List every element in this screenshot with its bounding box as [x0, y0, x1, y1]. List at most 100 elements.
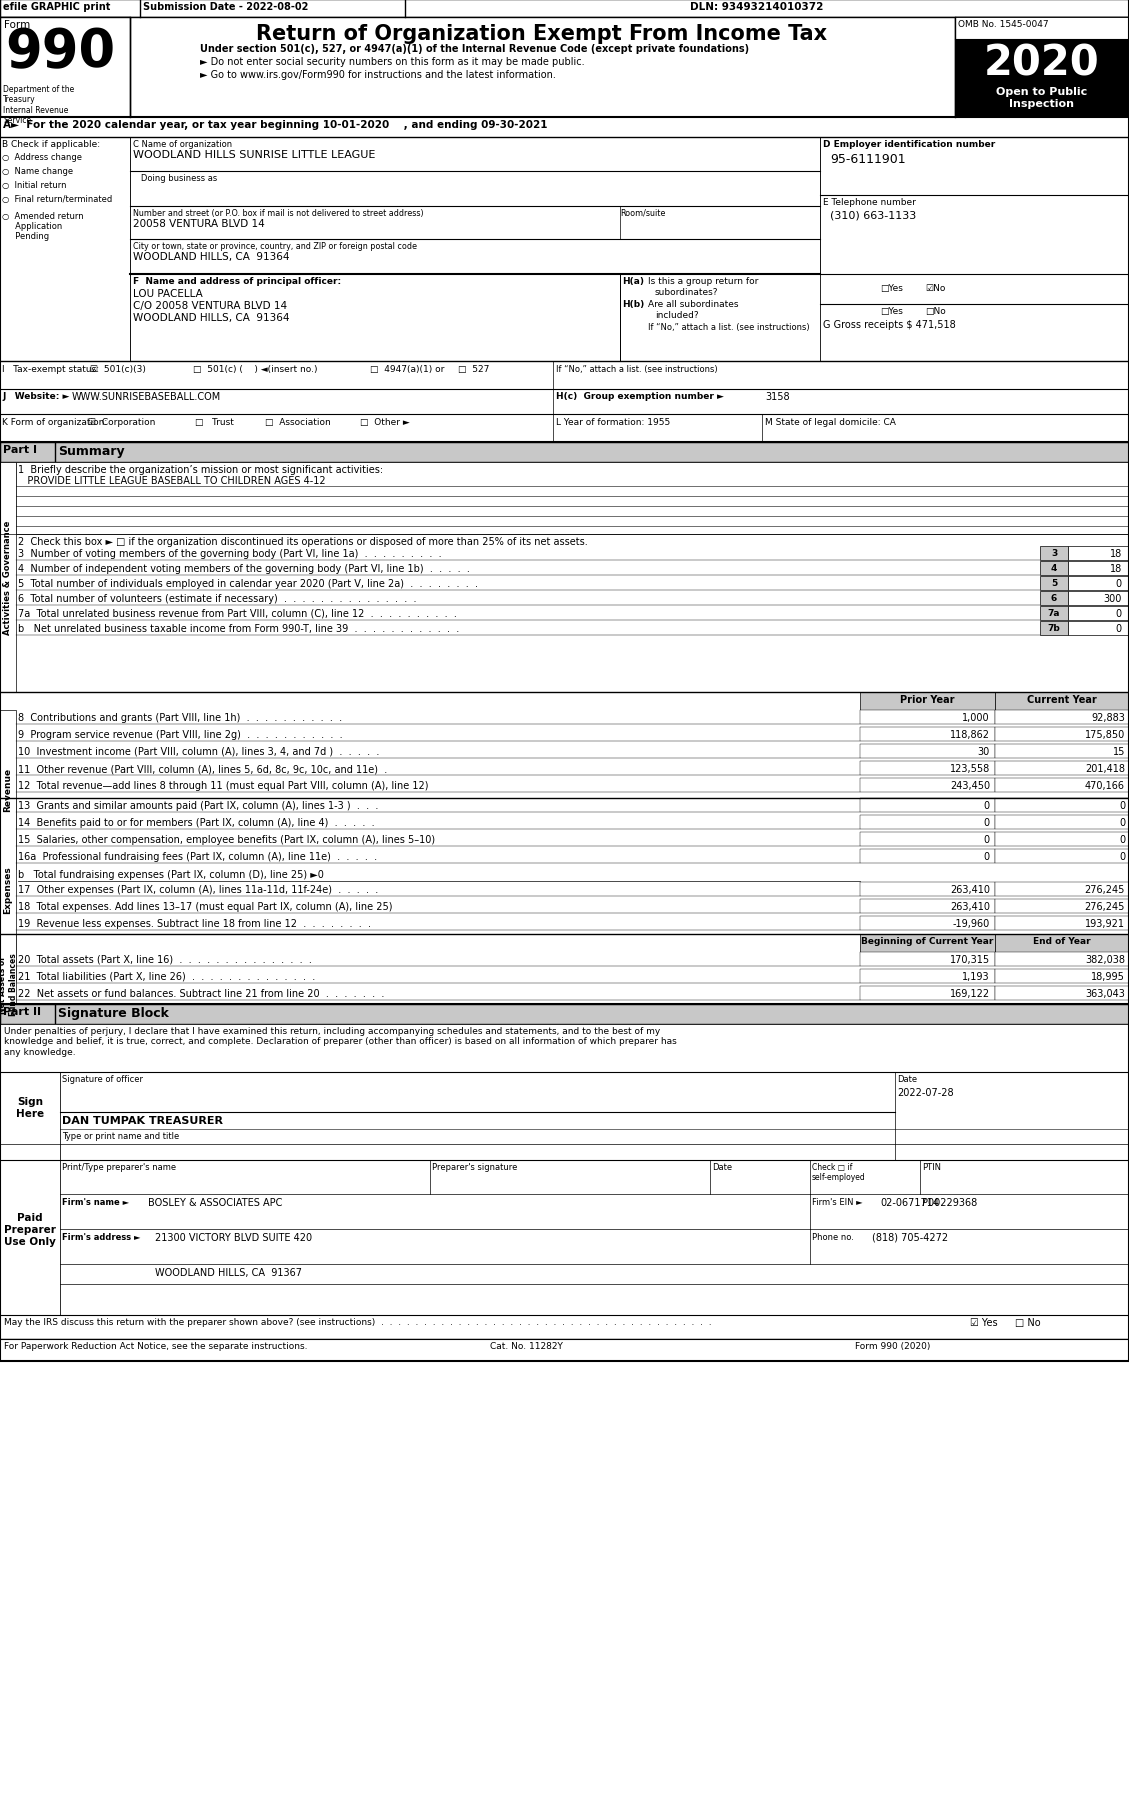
- Bar: [0, 710, 16, 869]
- Bar: [1040, 622, 1068, 636]
- Text: Phone no.: Phone no.: [812, 1232, 854, 1241]
- Text: PROVIDE LITTLE LEAGUE BASEBALL TO CHILDREN AGES 4-12: PROVIDE LITTLE LEAGUE BASEBALL TO CHILDR…: [18, 475, 325, 486]
- Text: 0: 0: [1115, 609, 1122, 618]
- Text: Beginning of Current Year: Beginning of Current Year: [860, 936, 994, 945]
- Text: Paid
Preparer
Use Only: Paid Preparer Use Only: [5, 1212, 56, 1245]
- Text: Prior Year: Prior Year: [900, 694, 954, 705]
- Bar: [995, 952, 1129, 967]
- Text: 118,862: 118,862: [949, 730, 990, 739]
- Text: End of Year: End of Year: [1033, 936, 1091, 945]
- Text: Form 990 (2020): Form 990 (2020): [855, 1341, 930, 1350]
- Bar: [0, 18, 1129, 117]
- Bar: [0, 0, 1129, 1361]
- Text: LOU PACELLA: LOU PACELLA: [133, 289, 203, 298]
- Bar: [0, 1005, 1129, 1025]
- Text: efile GRAPHIC print: efile GRAPHIC print: [3, 2, 111, 13]
- Text: 5: 5: [1051, 578, 1057, 587]
- Bar: [860, 900, 995, 914]
- Bar: [0, 1025, 1129, 1072]
- Bar: [16, 463, 1129, 535]
- Text: Submission Date - 2022-08-02: Submission Date - 2022-08-02: [143, 2, 308, 13]
- Bar: [955, 18, 1129, 40]
- Text: 2020: 2020: [984, 43, 1100, 85]
- Text: (310) 663-1133: (310) 663-1133: [830, 210, 917, 220]
- Text: 7a  Total unrelated business revenue from Part VIII, column (C), line 12  .  .  : 7a Total unrelated business revenue from…: [18, 609, 457, 618]
- Text: A►  For the 2020 calendar year, or tax year beginning 10-01-2020    , and ending: A► For the 2020 calendar year, or tax ye…: [3, 119, 548, 130]
- Text: 0: 0: [1119, 801, 1124, 811]
- Text: 19  Revenue less expenses. Subtract line 18 from line 12  .  .  .  .  .  .  .  .: 19 Revenue less expenses. Subtract line …: [18, 918, 371, 929]
- Bar: [860, 728, 995, 741]
- Text: ○  Initial return: ○ Initial return: [2, 181, 67, 190]
- Text: ☑  Corporation: ☑ Corporation: [88, 417, 156, 426]
- Text: 3  Number of voting members of the governing body (Part VI, line 1a)  .  .  .  .: 3 Number of voting members of the govern…: [18, 549, 441, 558]
- Text: Are all subordinates: Are all subordinates: [648, 300, 738, 309]
- Text: DAN TUMPAK TREASURER: DAN TUMPAK TREASURER: [62, 1115, 224, 1126]
- Bar: [0, 1315, 1129, 1339]
- Text: Department of the
Treasury
Internal Revenue
Service: Department of the Treasury Internal Reve…: [3, 85, 75, 125]
- Text: WOODLAND HILLS, CA  91364: WOODLAND HILLS, CA 91364: [133, 251, 289, 262]
- Bar: [860, 692, 995, 710]
- Text: Type or print name and title: Type or print name and title: [62, 1131, 180, 1140]
- Text: 30: 30: [978, 746, 990, 757]
- Text: M State of legal domicile: CA: M State of legal domicile: CA: [765, 417, 896, 426]
- Text: 382,038: 382,038: [1085, 954, 1124, 965]
- Text: 243,450: 243,450: [949, 781, 990, 791]
- Text: 14  Benefits paid to or for members (Part IX, column (A), line 4)  .  .  .  .  .: 14 Benefits paid to or for members (Part…: [18, 817, 375, 828]
- Bar: [0, 390, 1129, 416]
- Text: Sign
Here: Sign Here: [16, 1097, 44, 1119]
- Text: Cat. No. 11282Y: Cat. No. 11282Y: [490, 1341, 563, 1350]
- Bar: [995, 916, 1129, 931]
- Bar: [60, 1072, 1129, 1160]
- Text: 18: 18: [1110, 564, 1122, 573]
- Bar: [0, 463, 16, 692]
- Text: 2022-07-28: 2022-07-28: [898, 1088, 954, 1097]
- Bar: [995, 728, 1129, 741]
- Text: If “No,” attach a list. (see instructions): If “No,” attach a list. (see instruction…: [648, 323, 809, 332]
- Text: ○  Amended return: ○ Amended return: [2, 211, 84, 220]
- Text: L Year of formation: 1955: L Year of formation: 1955: [555, 417, 671, 426]
- Text: 20  Total assets (Part X, line 16)  .  .  .  .  .  .  .  .  .  .  .  .  .  .  .: 20 Total assets (Part X, line 16) . . . …: [18, 954, 312, 965]
- Text: Room/suite: Room/suite: [620, 210, 665, 219]
- Text: 6  Total number of volunteers (estimate if necessary)  .  .  .  .  .  .  .  .  .: 6 Total number of volunteers (estimate i…: [18, 595, 417, 604]
- Bar: [860, 799, 995, 813]
- Text: 16a  Professional fundraising fees (Part IX, column (A), line 11e)  .  .  .  .  : 16a Professional fundraising fees (Part …: [18, 851, 377, 862]
- Bar: [0, 416, 1129, 443]
- Text: □ No: □ No: [1015, 1317, 1041, 1328]
- Text: ► Go to www.irs.gov/Form990 for instructions and the latest information.: ► Go to www.irs.gov/Form990 for instruct…: [200, 70, 555, 80]
- Bar: [0, 443, 1129, 463]
- Text: DLN: 93493214010372: DLN: 93493214010372: [690, 2, 823, 13]
- Text: 12  Total revenue—add lines 8 through 11 (must equal Part VIII, column (A), line: 12 Total revenue—add lines 8 through 11 …: [18, 781, 429, 791]
- Bar: [995, 987, 1129, 1001]
- Bar: [995, 692, 1129, 710]
- Text: Signature Block: Signature Block: [58, 1006, 169, 1019]
- Text: 363,043: 363,043: [1085, 988, 1124, 999]
- Text: 2  Check this box ► □ if the organization discontinued its operations or dispose: 2 Check this box ► □ if the organization…: [18, 537, 588, 548]
- Text: □  Other ►: □ Other ►: [360, 417, 410, 426]
- Bar: [0, 443, 55, 463]
- Text: B Check if applicable:: B Check if applicable:: [2, 139, 100, 148]
- Bar: [860, 987, 995, 1001]
- Text: WOODLAND HILLS, CA  91364: WOODLAND HILLS, CA 91364: [133, 313, 289, 323]
- Bar: [955, 40, 1129, 85]
- Text: ► Do not enter social security numbers on this form as it may be made public.: ► Do not enter social security numbers o…: [200, 58, 585, 67]
- Text: 18,995: 18,995: [1091, 972, 1124, 981]
- Text: Firm's address ►: Firm's address ►: [62, 1232, 140, 1241]
- Text: -19,960: -19,960: [953, 918, 990, 929]
- Text: May the IRS discuss this return with the preparer shown above? (see instructions: May the IRS discuss this return with the…: [5, 1317, 711, 1326]
- Bar: [860, 779, 995, 793]
- Text: Firm's name ►: Firm's name ►: [62, 1198, 129, 1207]
- Bar: [995, 761, 1129, 775]
- Text: 276,245: 276,245: [1085, 884, 1124, 894]
- Bar: [995, 744, 1129, 759]
- Bar: [995, 799, 1129, 813]
- Text: 8  Contributions and grants (Part VIII, line 1h)  .  .  .  .  .  .  .  .  .  .  : 8 Contributions and grants (Part VIII, l…: [18, 712, 342, 723]
- Bar: [1040, 548, 1068, 560]
- Text: Signature of officer: Signature of officer: [62, 1075, 143, 1084]
- Text: ☑ Yes: ☑ Yes: [970, 1317, 998, 1328]
- Text: Date: Date: [898, 1075, 917, 1084]
- Text: 300: 300: [1104, 595, 1122, 604]
- Bar: [0, 799, 16, 981]
- Text: 175,850: 175,850: [1085, 730, 1124, 739]
- Text: C/O 20058 VENTURA BLVD 14: C/O 20058 VENTURA BLVD 14: [133, 300, 287, 311]
- Bar: [995, 815, 1129, 829]
